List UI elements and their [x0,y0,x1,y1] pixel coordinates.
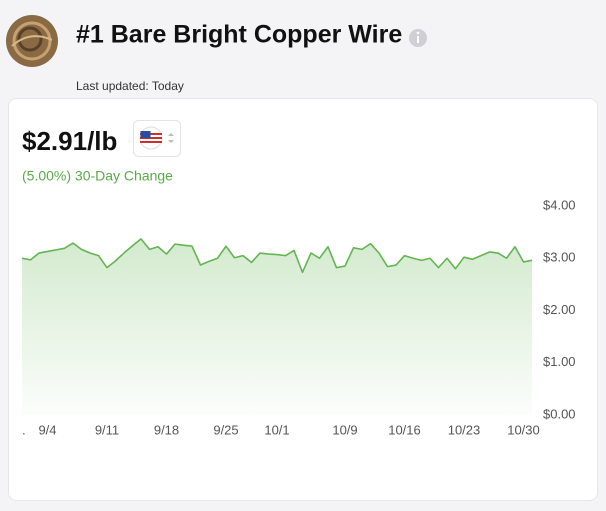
x-tick-label: 9/4 [38,422,56,437]
x-tick-label: 10/1 [264,422,289,437]
price-line [21,238,533,274]
x-tick-label: 10/9 [332,422,357,437]
price: $2.91/lb [22,126,117,156]
x-tick-label: 10/16 [388,422,421,437]
x-tick-label: 9/25 [213,422,238,437]
x-tick-label: 10/30 [507,422,540,437]
x-tick-label: 10/23 [448,422,481,437]
y-tick-label: $4.00 [543,197,576,212]
y-tick-label: $2.00 [543,302,576,317]
currency-selector[interactable] [133,120,181,157]
y-tick-label: $0.00 [543,406,576,421]
y-tick-label: $1.00 [543,354,576,369]
product-title: #1 Bare Bright Copper Wire [76,21,402,49]
x-tick-label: . [22,422,26,437]
change: (5.00%) 30-Day Change [22,168,173,184]
x-tick-label: 9/11 [95,422,119,437]
info-icon[interactable] [409,29,427,47]
y-tick-label: $3.00 [543,250,576,265]
area-fill [22,238,532,415]
thumbnail [6,15,58,67]
x-tick-label: 9/18 [154,422,179,437]
last-updated: Last updated: Today [76,79,184,93]
